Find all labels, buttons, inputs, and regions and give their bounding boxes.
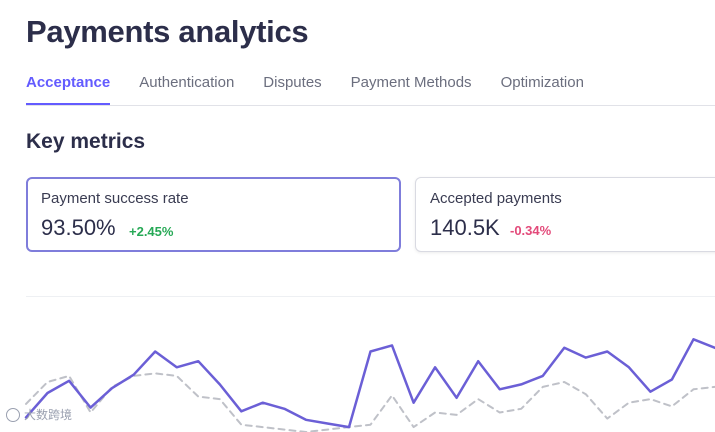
tab-payment-methods[interactable]: Payment Methods <box>350 74 472 91</box>
metric-delta-badge: -0.34% <box>510 223 552 238</box>
page-title: Payments analytics <box>26 14 309 49</box>
metric-label: Accepted payments <box>430 190 562 207</box>
tab-optimization[interactable]: Optimization <box>500 74 584 91</box>
watermark-text: 大数跨境 <box>24 408 73 422</box>
accepted-payments-card[interactable]: Accepted payments 140.5K -0.34% <box>415 177 715 252</box>
tab-authentication[interactable]: Authentication <box>139 74 235 91</box>
watermark: 大数跨境 <box>6 406 72 423</box>
previous-period-line <box>25 372 715 432</box>
metric-value: 140.5K <box>430 215 500 240</box>
success-rate-chart <box>24 338 715 432</box>
metric-label: Payment success rate <box>41 190 189 207</box>
metric-delta-badge: +2.45% <box>129 224 174 239</box>
watermark-logo-icon <box>6 407 20 422</box>
key-metrics-title: Key metrics <box>26 130 146 153</box>
payment-success-rate-card[interactable]: Payment success rate 93.50% +2.45% <box>26 177 401 252</box>
metric-value: 93.50% <box>41 215 116 240</box>
tab-acceptance[interactable]: Acceptance <box>26 70 111 105</box>
tab-disputes[interactable]: Disputes <box>263 74 322 91</box>
current-period-line <box>24 338 715 429</box>
chart-divider <box>26 296 715 297</box>
analytics-tabs: Acceptance Authentication Disputes Payme… <box>26 70 715 106</box>
